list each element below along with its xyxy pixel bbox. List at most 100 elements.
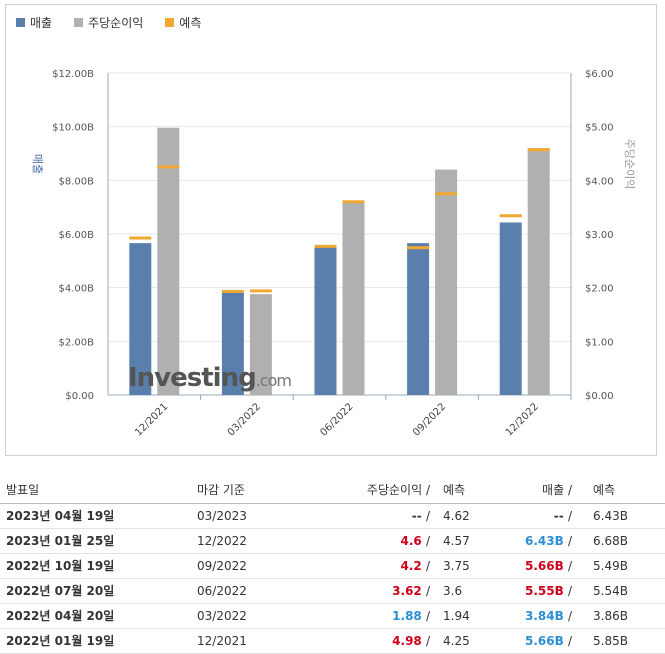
- legend-label-forecast: 예측: [179, 16, 202, 30]
- row-date: 2022년 07월 20일: [6, 584, 115, 598]
- row-period: 03/2023: [197, 509, 247, 523]
- row-eps-forecast: 1.94: [443, 609, 470, 623]
- row-eps-value: 3.62: [392, 584, 422, 598]
- row-date: 2022년 04월 20일: [6, 609, 115, 623]
- header-revenue[interactable]: 매출 /: [542, 478, 572, 502]
- row-period: 12/2022: [197, 534, 247, 548]
- y-left-tick-label: $6.00B: [59, 230, 95, 241]
- row-revenue-forecast: 5.54B: [593, 584, 628, 598]
- row-revenue-slash: /: [567, 534, 572, 548]
- row-eps: 4.6 /: [401, 529, 431, 553]
- header-eps[interactable]: 주당순이익 /: [367, 478, 430, 502]
- y-left-tick-label: $12.00B: [52, 69, 94, 80]
- row-revenue-value: 5.66B: [525, 559, 564, 573]
- row-eps-slash: /: [425, 534, 430, 548]
- eps-bar: [527, 148, 550, 395]
- legend-swatch-revenue: [16, 18, 25, 27]
- legend-swatch-eps: [74, 18, 84, 27]
- y-right-axis-title: 주당순이익: [623, 139, 636, 190]
- row-period: 09/2022: [197, 559, 247, 573]
- revenue-bar: [499, 222, 522, 395]
- legend-label-revenue: 매출: [30, 16, 53, 30]
- row-eps: -- /: [412, 504, 430, 528]
- row-eps-forecast: 4.62: [443, 509, 470, 523]
- row-revenue: 5.66B /: [525, 554, 572, 578]
- revenue-forecast-marker: [314, 244, 337, 248]
- revenue-bar: [407, 243, 430, 395]
- row-revenue-value: 6.43B: [525, 534, 564, 548]
- y-left-tick-label: $2.00B: [59, 337, 95, 348]
- y-right-tick-label: $6.00: [585, 69, 614, 80]
- row-revenue-slash: /: [567, 634, 572, 648]
- earnings-chart: $0.00 $0.00 $2.00B $1.00 $4.00B $2.00 $6.00B $3…: [31, 69, 636, 438]
- row-period: 03/2022: [197, 609, 247, 623]
- row-revenue-forecast: 6.68B: [593, 534, 628, 548]
- table-row: 2023년 01월 25일 12/2022 4.6 / 4.57 6.43B / 6.68…: [0, 529, 665, 554]
- header-eps-slash: /: [425, 483, 430, 497]
- eps-bar: [342, 200, 365, 395]
- row-revenue-forecast: 3.86B: [593, 609, 628, 623]
- table-row: 2022년 04월 20일 03/2022 1.88 / 1.94 3.84B / 3.8…: [0, 604, 665, 629]
- chart-legend: 매출 주당순이익 예측: [16, 14, 201, 31]
- row-revenue: -- /: [554, 504, 572, 528]
- row-eps-slash: /: [425, 509, 430, 523]
- header-eps-label: 주당순이익: [366, 483, 423, 497]
- y-right-tick-label: $2.00: [585, 284, 614, 295]
- revenue-forecast-marker: [129, 236, 152, 240]
- y-right-tick-label: $4.00: [585, 176, 614, 187]
- row-revenue-slash: /: [567, 559, 572, 573]
- row-period: 06/2022: [197, 584, 247, 598]
- x-tick-label: 12/2022: [504, 401, 541, 438]
- earnings-table: 발표일 마감 기준 주당순이익 / 예측 매출 / 예측 2023년 04월 1…: [0, 478, 665, 654]
- legend-item-eps[interactable]: 주당순이익: [74, 14, 143, 31]
- row-revenue: 3.84B /: [525, 604, 572, 628]
- revenue-bar: [314, 246, 337, 395]
- eps-forecast-marker: [435, 192, 458, 196]
- row-eps: 1.88 /: [392, 604, 430, 628]
- row-period: 12/2021: [197, 634, 247, 648]
- eps-bar: [435, 169, 458, 395]
- legend-swatch-forecast: [165, 18, 175, 27]
- row-date: 2023년 01월 25일: [6, 534, 115, 548]
- revenue-forecast-marker: [221, 289, 244, 293]
- row-revenue-slash: /: [567, 509, 572, 523]
- header-date[interactable]: 발표일: [6, 483, 40, 497]
- header-revenue-slash: /: [567, 483, 572, 497]
- eps-forecast-marker: [157, 165, 180, 169]
- header-period[interactable]: 마감 기준: [197, 483, 245, 497]
- legend-label-eps: 주당순이익: [88, 16, 144, 30]
- row-revenue-slash: /: [567, 584, 572, 598]
- table-row: 2022년 07월 20일 06/2022 3.62 / 3.6 5.55B / 5.54…: [0, 579, 665, 604]
- row-eps-forecast: 4.57: [443, 534, 470, 548]
- y-left-tick-label: $4.00B: [59, 284, 95, 295]
- header-revenue-label: 매출: [542, 483, 565, 497]
- y-right-tick-label: $3.00: [585, 230, 614, 241]
- x-tick-label: 06/2022: [318, 401, 355, 438]
- row-revenue-forecast: 6.43B: [593, 509, 628, 523]
- eps-forecast-marker: [342, 200, 365, 204]
- logo-main-text: Investing: [128, 363, 257, 393]
- x-tick-label: 03/2022: [226, 401, 263, 438]
- row-revenue-forecast: 5.49B: [593, 559, 628, 573]
- row-eps-slash: /: [425, 609, 430, 623]
- row-date: 2023년 04월 19일: [6, 509, 115, 523]
- row-revenue-value: 5.55B: [525, 584, 564, 598]
- eps-bar: [249, 294, 272, 395]
- row-eps-value: 4.6: [400, 534, 422, 548]
- row-eps-slash: /: [425, 634, 430, 648]
- row-eps: 4.2 /: [401, 554, 431, 578]
- row-date: 2022년 10월 19일: [6, 559, 115, 573]
- header-eps-forecast[interactable]: 예측: [443, 483, 466, 497]
- legend-item-revenue[interactable]: 매출: [16, 14, 52, 31]
- table-row: 2022년 01월 19일 12/2021 4.98 / 4.25 5.66B / 5.8…: [0, 629, 665, 654]
- row-eps: 3.62 /: [392, 579, 430, 603]
- header-revenue-forecast[interactable]: 예측: [593, 483, 616, 497]
- row-eps: 4.98 /: [392, 629, 430, 653]
- row-revenue: 5.66B /: [525, 629, 572, 653]
- legend-item-forecast[interactable]: 예측: [165, 14, 201, 31]
- row-eps-slash: /: [425, 584, 430, 598]
- revenue-bar: [129, 243, 152, 395]
- row-revenue-value: --: [553, 509, 564, 523]
- x-tick-label: 09/2022: [411, 401, 448, 438]
- eps-forecast-marker: [249, 289, 272, 293]
